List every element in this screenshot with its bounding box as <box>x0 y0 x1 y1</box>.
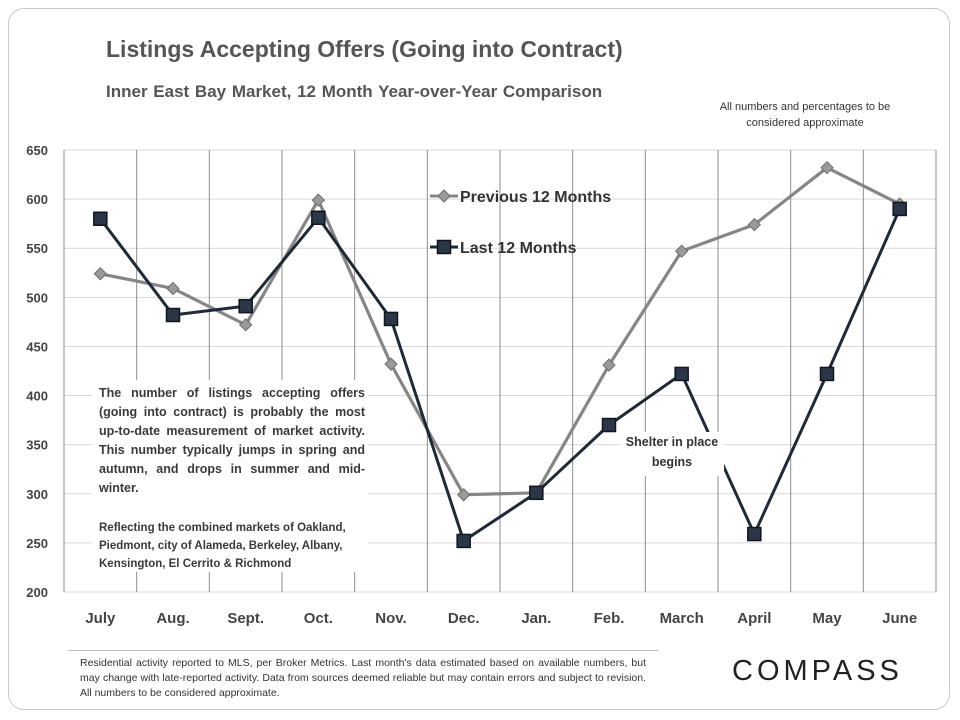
data-point <box>165 307 181 323</box>
data-point <box>93 267 108 281</box>
y-tick-label: 200 <box>26 585 48 600</box>
legend-entry-0: Previous 12 Months <box>430 189 611 206</box>
chart-series <box>93 160 907 549</box>
data-point <box>311 210 326 226</box>
data-point <box>819 366 835 382</box>
chart-axes: 200 250 300 350 400 450 500 550 600 650 July Aug. Se… <box>26 143 917 627</box>
y-tick-label: 450 <box>26 339 48 354</box>
y-tick-label: 650 <box>26 143 48 158</box>
x-tick-label: Sept. <box>227 610 264 627</box>
compass-logo: COMPASS <box>732 655 903 687</box>
data-point <box>383 311 399 327</box>
x-tick-label: June <box>882 610 917 627</box>
data-point <box>892 201 907 217</box>
y-tick-label: 600 <box>26 192 48 207</box>
approximate-disclaimer: All numbers and percentages to be consid… <box>719 101 891 129</box>
slide-frame <box>8 8 950 710</box>
data-point <box>674 244 689 258</box>
x-tick-label: July <box>85 610 116 627</box>
x-tick-label: April <box>737 610 771 627</box>
data-point <box>166 281 180 296</box>
x-tick-label: Oct. <box>304 610 333 627</box>
y-tick-label: 350 <box>26 438 48 453</box>
x-tick-label: Feb. <box>594 610 625 627</box>
data-point <box>93 211 108 227</box>
x-tick-label: March <box>660 610 704 627</box>
chart-legend: Previous 12 Months Last 12 Months <box>430 189 611 257</box>
chart-title: Listings Accepting Offers (Going into Co… <box>106 36 623 62</box>
legend-label: Last 12 Months <box>460 240 577 257</box>
series-line <box>100 166 901 497</box>
legend-marker <box>436 239 452 255</box>
data-point <box>456 533 471 549</box>
note-box <box>92 380 368 572</box>
note-markets-text: Reflecting the combined markets of Oakla… <box>99 522 346 570</box>
x-tick-label: Jan. <box>521 610 551 627</box>
footer-divider <box>68 650 658 651</box>
data-point <box>384 357 398 371</box>
data-point <box>456 488 471 502</box>
data-point <box>820 160 834 175</box>
data-point <box>602 358 616 372</box>
legend-marker <box>437 189 451 203</box>
y-tick-label: 500 <box>26 290 48 305</box>
data-point <box>311 193 326 207</box>
data-point <box>529 485 544 501</box>
series-0 <box>93 160 907 502</box>
data-point <box>238 298 253 314</box>
data-point <box>238 318 253 332</box>
data-point <box>674 366 689 382</box>
legend-entry-1: Last 12 Months <box>430 239 577 257</box>
x-tick-label: Aug. <box>156 610 189 627</box>
note-main-text: The number of listings accepting offers … <box>99 386 365 495</box>
y-tick-label: 550 <box>26 241 48 256</box>
y-tick-label: 250 <box>26 536 48 551</box>
chart-subtitle: Inner East Bay Market, 12 Month Year-ove… <box>106 82 603 101</box>
x-tick-label: Dec. <box>448 610 480 627</box>
series-line <box>99 208 902 543</box>
shelter-in-place-annotation: Shelter in place begins <box>620 432 724 476</box>
legend-label: Previous 12 Months <box>460 189 611 206</box>
x-tick-label: May <box>812 610 842 627</box>
data-point <box>747 526 762 542</box>
footer-note: Residential activity reported to MLS, pe… <box>80 657 646 699</box>
x-tick-label: Nov. <box>375 610 406 627</box>
series-1 <box>93 201 907 549</box>
data-point <box>601 417 617 433</box>
y-tick-label: 300 <box>26 487 48 502</box>
y-tick-label: 400 <box>26 389 48 404</box>
data-point <box>747 217 762 232</box>
